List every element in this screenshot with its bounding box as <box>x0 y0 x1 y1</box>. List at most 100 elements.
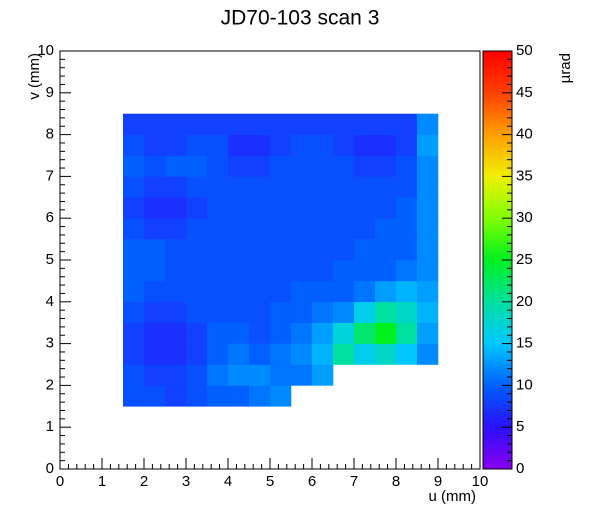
heat-cell <box>228 260 250 282</box>
heat-cell <box>207 280 229 303</box>
heat-cell <box>270 280 292 303</box>
y-tick-label: 5 <box>46 251 54 268</box>
heat-cell <box>270 364 292 386</box>
heat-cell <box>417 239 439 261</box>
heat-cell <box>207 260 229 282</box>
z-tick-label: 25 <box>516 251 533 268</box>
heat-cell <box>396 280 418 303</box>
heatmap <box>123 113 439 407</box>
heat-cell <box>270 343 292 365</box>
heat-cell <box>186 239 208 261</box>
heat-cell <box>165 343 187 365</box>
x-tick-label: 5 <box>266 473 274 490</box>
heat-cell <box>354 113 376 135</box>
heat-cell <box>375 343 397 365</box>
heat-cell <box>249 197 271 219</box>
heat-cell <box>312 113 334 135</box>
heat-cell <box>312 301 334 323</box>
z-tick-label: 15 <box>516 335 533 352</box>
y-tick-label: 8 <box>46 126 54 143</box>
heat-cell <box>186 301 208 323</box>
heat-cell <box>396 239 418 261</box>
heat-cell <box>144 280 166 303</box>
heat-cell <box>144 260 166 282</box>
heat-cell <box>417 280 439 303</box>
heat-cell <box>270 322 292 344</box>
z-tick-label: 0 <box>516 460 524 477</box>
heat-cell <box>333 260 355 282</box>
heat-cell <box>228 197 250 219</box>
y-tick-label: 1 <box>46 418 54 435</box>
heat-cell <box>375 218 397 240</box>
heat-cell <box>249 155 271 177</box>
heat-cell <box>354 239 376 261</box>
heat-cell <box>123 176 145 198</box>
heat-cell <box>291 155 313 177</box>
heat-cell <box>228 364 250 386</box>
heat-cell <box>270 155 292 177</box>
heat-cell <box>249 218 271 240</box>
heat-cell <box>333 343 355 365</box>
heat-cell <box>207 301 229 323</box>
heat-cell <box>207 239 229 261</box>
heat-cell <box>228 239 250 261</box>
heat-cell <box>123 197 145 219</box>
heat-cell <box>312 218 334 240</box>
heat-cell <box>396 343 418 365</box>
y-tick-label: 10 <box>37 42 54 59</box>
heat-cell <box>417 260 439 282</box>
z-tick-label: 35 <box>516 167 533 184</box>
heat-cell <box>228 280 250 303</box>
heat-cell <box>417 155 439 177</box>
heat-cell <box>291 218 313 240</box>
heat-cell <box>270 301 292 323</box>
z-tick-label: 5 <box>516 418 524 435</box>
heat-cell <box>417 343 439 365</box>
heat-cell <box>396 113 418 135</box>
chart-title: JD70-103 scan 3 <box>221 7 380 30</box>
heat-cell <box>165 134 187 156</box>
heat-cell <box>291 322 313 344</box>
heat-cell <box>375 134 397 156</box>
heat-cell <box>354 197 376 219</box>
heat-cell <box>375 176 397 198</box>
heat-cell <box>354 280 376 303</box>
heat-cell <box>144 239 166 261</box>
heat-cell <box>270 134 292 156</box>
heat-cell <box>186 322 208 344</box>
heat-cell <box>249 385 271 407</box>
heat-cell <box>165 197 187 219</box>
heat-cell <box>123 260 145 282</box>
heat-cell <box>417 322 439 344</box>
heat-cell <box>249 343 271 365</box>
y-tick-label: 3 <box>46 335 54 352</box>
heat-cell <box>144 301 166 323</box>
heat-cell <box>333 218 355 240</box>
heat-cell <box>291 197 313 219</box>
heat-cell <box>186 385 208 407</box>
heat-cell <box>375 113 397 135</box>
heat-cell <box>249 239 271 261</box>
heat-cell <box>375 260 397 282</box>
heat-cell <box>396 322 418 344</box>
z-tick-label: 10 <box>516 376 533 393</box>
heat-cell <box>291 364 313 386</box>
heat-cell <box>312 134 334 156</box>
heat-cell <box>249 134 271 156</box>
z-tick-label: 40 <box>516 126 533 143</box>
heat-cell <box>186 155 208 177</box>
heat-cell <box>186 134 208 156</box>
heat-cell <box>123 343 145 365</box>
heat-cell <box>144 197 166 219</box>
heat-cell <box>228 301 250 323</box>
heat-cell <box>165 385 187 407</box>
heat-cell <box>165 239 187 261</box>
heat-cell <box>375 197 397 219</box>
heat-cell <box>291 239 313 261</box>
heat-cell <box>123 385 145 407</box>
heat-cell <box>228 134 250 156</box>
z-tick-label: 30 <box>516 209 533 226</box>
heat-cell <box>123 134 145 156</box>
heat-cell <box>417 134 439 156</box>
heat-cell <box>165 176 187 198</box>
